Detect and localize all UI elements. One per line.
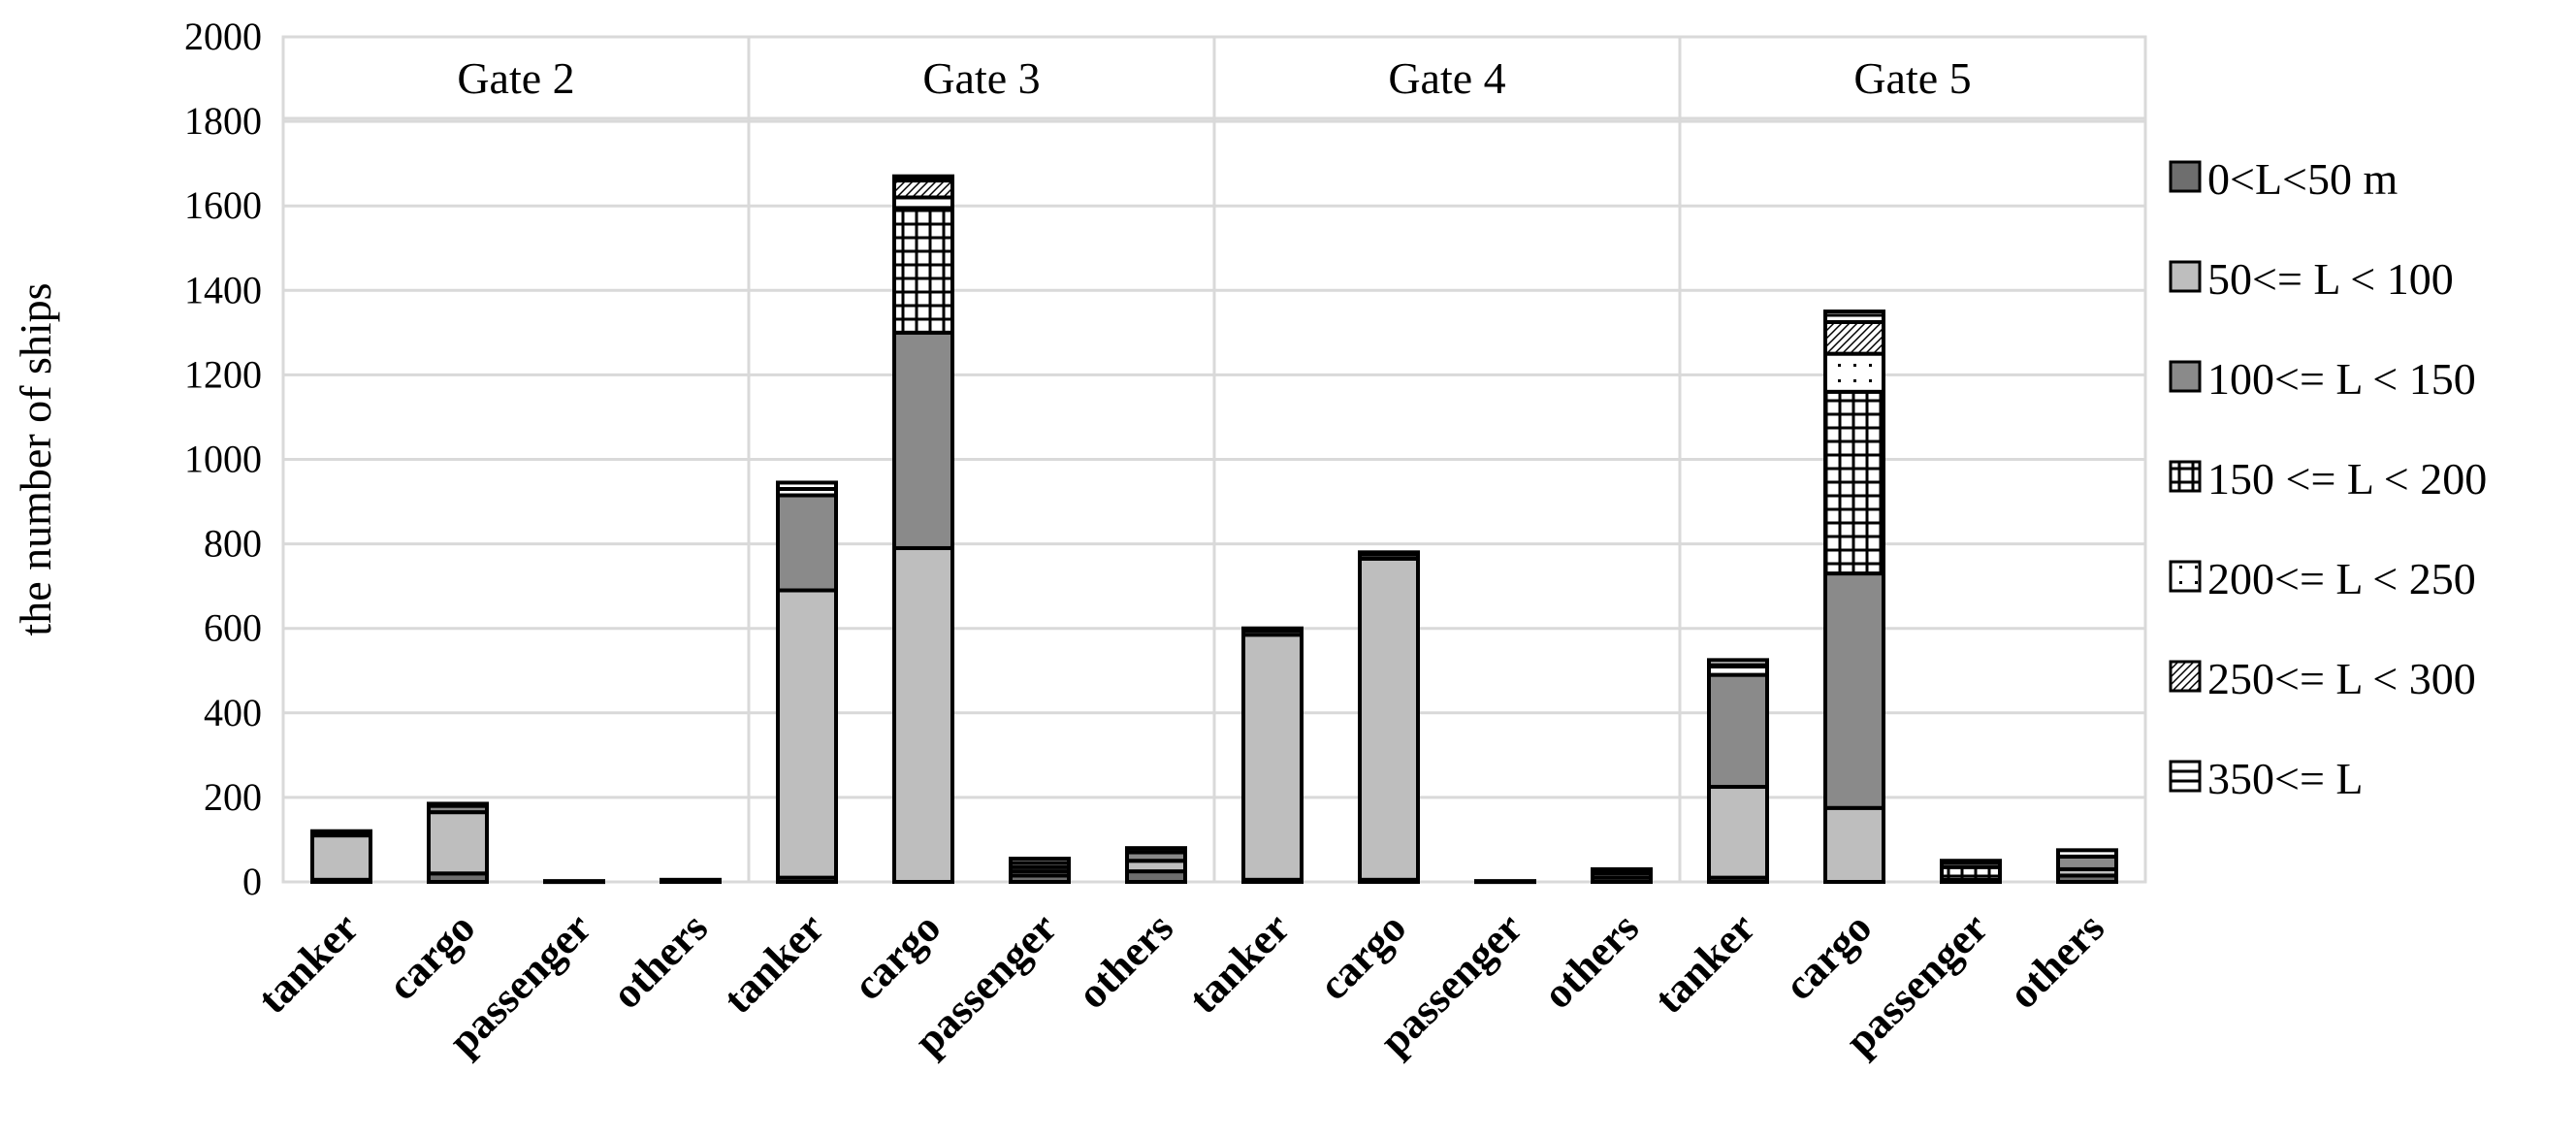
y-tick-label: 1000 (184, 438, 262, 481)
y-tick-label: 1200 (184, 352, 262, 396)
bar-segment (1241, 626, 1304, 633)
bar-segment (1823, 319, 1885, 356)
legend-label: 350<= L (2207, 754, 2363, 803)
legend-label: 250<= L < 300 (2207, 654, 2476, 703)
gate-label: Gate 5 (1853, 53, 1971, 103)
legend-swatch (2169, 760, 2202, 793)
legend-label: 150 <= L < 200 (2207, 454, 2487, 504)
x-category-label: others (602, 903, 717, 1018)
axes: 0 200 400 600 800 1000 1200 1400 1600 1800 2000 Gat… (11, 15, 2113, 1064)
legend-swatch (2169, 660, 2202, 693)
bar-segment (1823, 309, 1885, 324)
y-tick-label: 800 (204, 522, 262, 566)
y-tick-label: 2000 (184, 15, 262, 58)
x-category-label: tanker (1179, 903, 1299, 1023)
y-tick-label: 1800 (184, 99, 262, 143)
gate-label: Gate 2 (457, 53, 574, 103)
bar-segment (892, 174, 954, 183)
bar-segment (776, 493, 838, 593)
bar-segment (1358, 550, 1420, 557)
y-tick-label: 600 (204, 606, 262, 650)
bar-segment (1241, 633, 1304, 882)
legend-label: 0<L<50 m (2207, 154, 2398, 204)
bar-segment (1125, 846, 1187, 855)
bar-segment (1474, 879, 1536, 885)
bars (310, 174, 2118, 885)
y-tick-label: 0 (242, 860, 262, 903)
bar-segment (892, 330, 954, 550)
bar-segment (310, 829, 372, 835)
bar-segment (1823, 351, 1885, 394)
bar-segment (892, 545, 954, 885)
legend: 0<L<50 m 50<= L < 100 100<= L < 150 150 <= … (2169, 154, 2487, 803)
x-category-label: cargo (844, 903, 950, 1009)
x-category-label: tanker (714, 903, 833, 1023)
bar-segment (892, 179, 954, 200)
y-tick-label: 200 (204, 775, 262, 819)
bar-segment (543, 879, 605, 885)
bar-segment (1707, 672, 1769, 790)
x-category-label: others (1533, 903, 1648, 1018)
y-tick-label: 1600 (184, 183, 262, 227)
x-category-label: cargo (1309, 903, 1415, 1009)
y-tick-label: 1400 (184, 268, 262, 311)
x-category-label: others (1999, 903, 2113, 1018)
bar-segment (427, 810, 489, 876)
gate-label: Gate 4 (1388, 53, 1505, 103)
bar-segment (1940, 859, 2002, 865)
y-tick-label: 400 (204, 691, 262, 734)
bar-segment (1591, 866, 1653, 874)
bar-segment (1823, 805, 1885, 884)
legend-swatch (2169, 360, 2202, 393)
legend-label: 100<= L < 150 (2207, 354, 2476, 404)
bar-segment (776, 588, 838, 880)
bar-segment (1707, 785, 1769, 880)
legend-swatch (2169, 260, 2202, 293)
x-category-label: others (1068, 903, 1182, 1018)
legend-swatch (2169, 560, 2202, 593)
gate-label: Gate 3 (922, 53, 1040, 103)
bar-segment (2056, 848, 2118, 859)
legend-label: 50<= L < 100 (2207, 254, 2454, 304)
gridlines (281, 35, 2147, 884)
bar-segment (1009, 857, 1071, 865)
bar-segment (1823, 571, 1885, 810)
y-axis-title: the number of ships (11, 282, 60, 635)
bar-segment (310, 833, 372, 882)
x-category-label: cargo (1775, 903, 1881, 1009)
bar-segment (776, 480, 838, 491)
legend-swatch (2169, 460, 2202, 493)
x-category-label: tanker (1645, 903, 1764, 1023)
bar-segment (427, 801, 489, 808)
legend-label: 200<= L < 250 (2207, 554, 2476, 603)
x-category-label: cargo (378, 903, 484, 1009)
bar-segment (660, 877, 722, 885)
bar-segment (1358, 556, 1420, 882)
bar-segment (1823, 389, 1885, 576)
bar-segment (1707, 658, 1769, 668)
legend-swatch (2169, 160, 2202, 193)
x-category-label: tanker (248, 903, 368, 1023)
bar-segment (892, 206, 954, 335)
